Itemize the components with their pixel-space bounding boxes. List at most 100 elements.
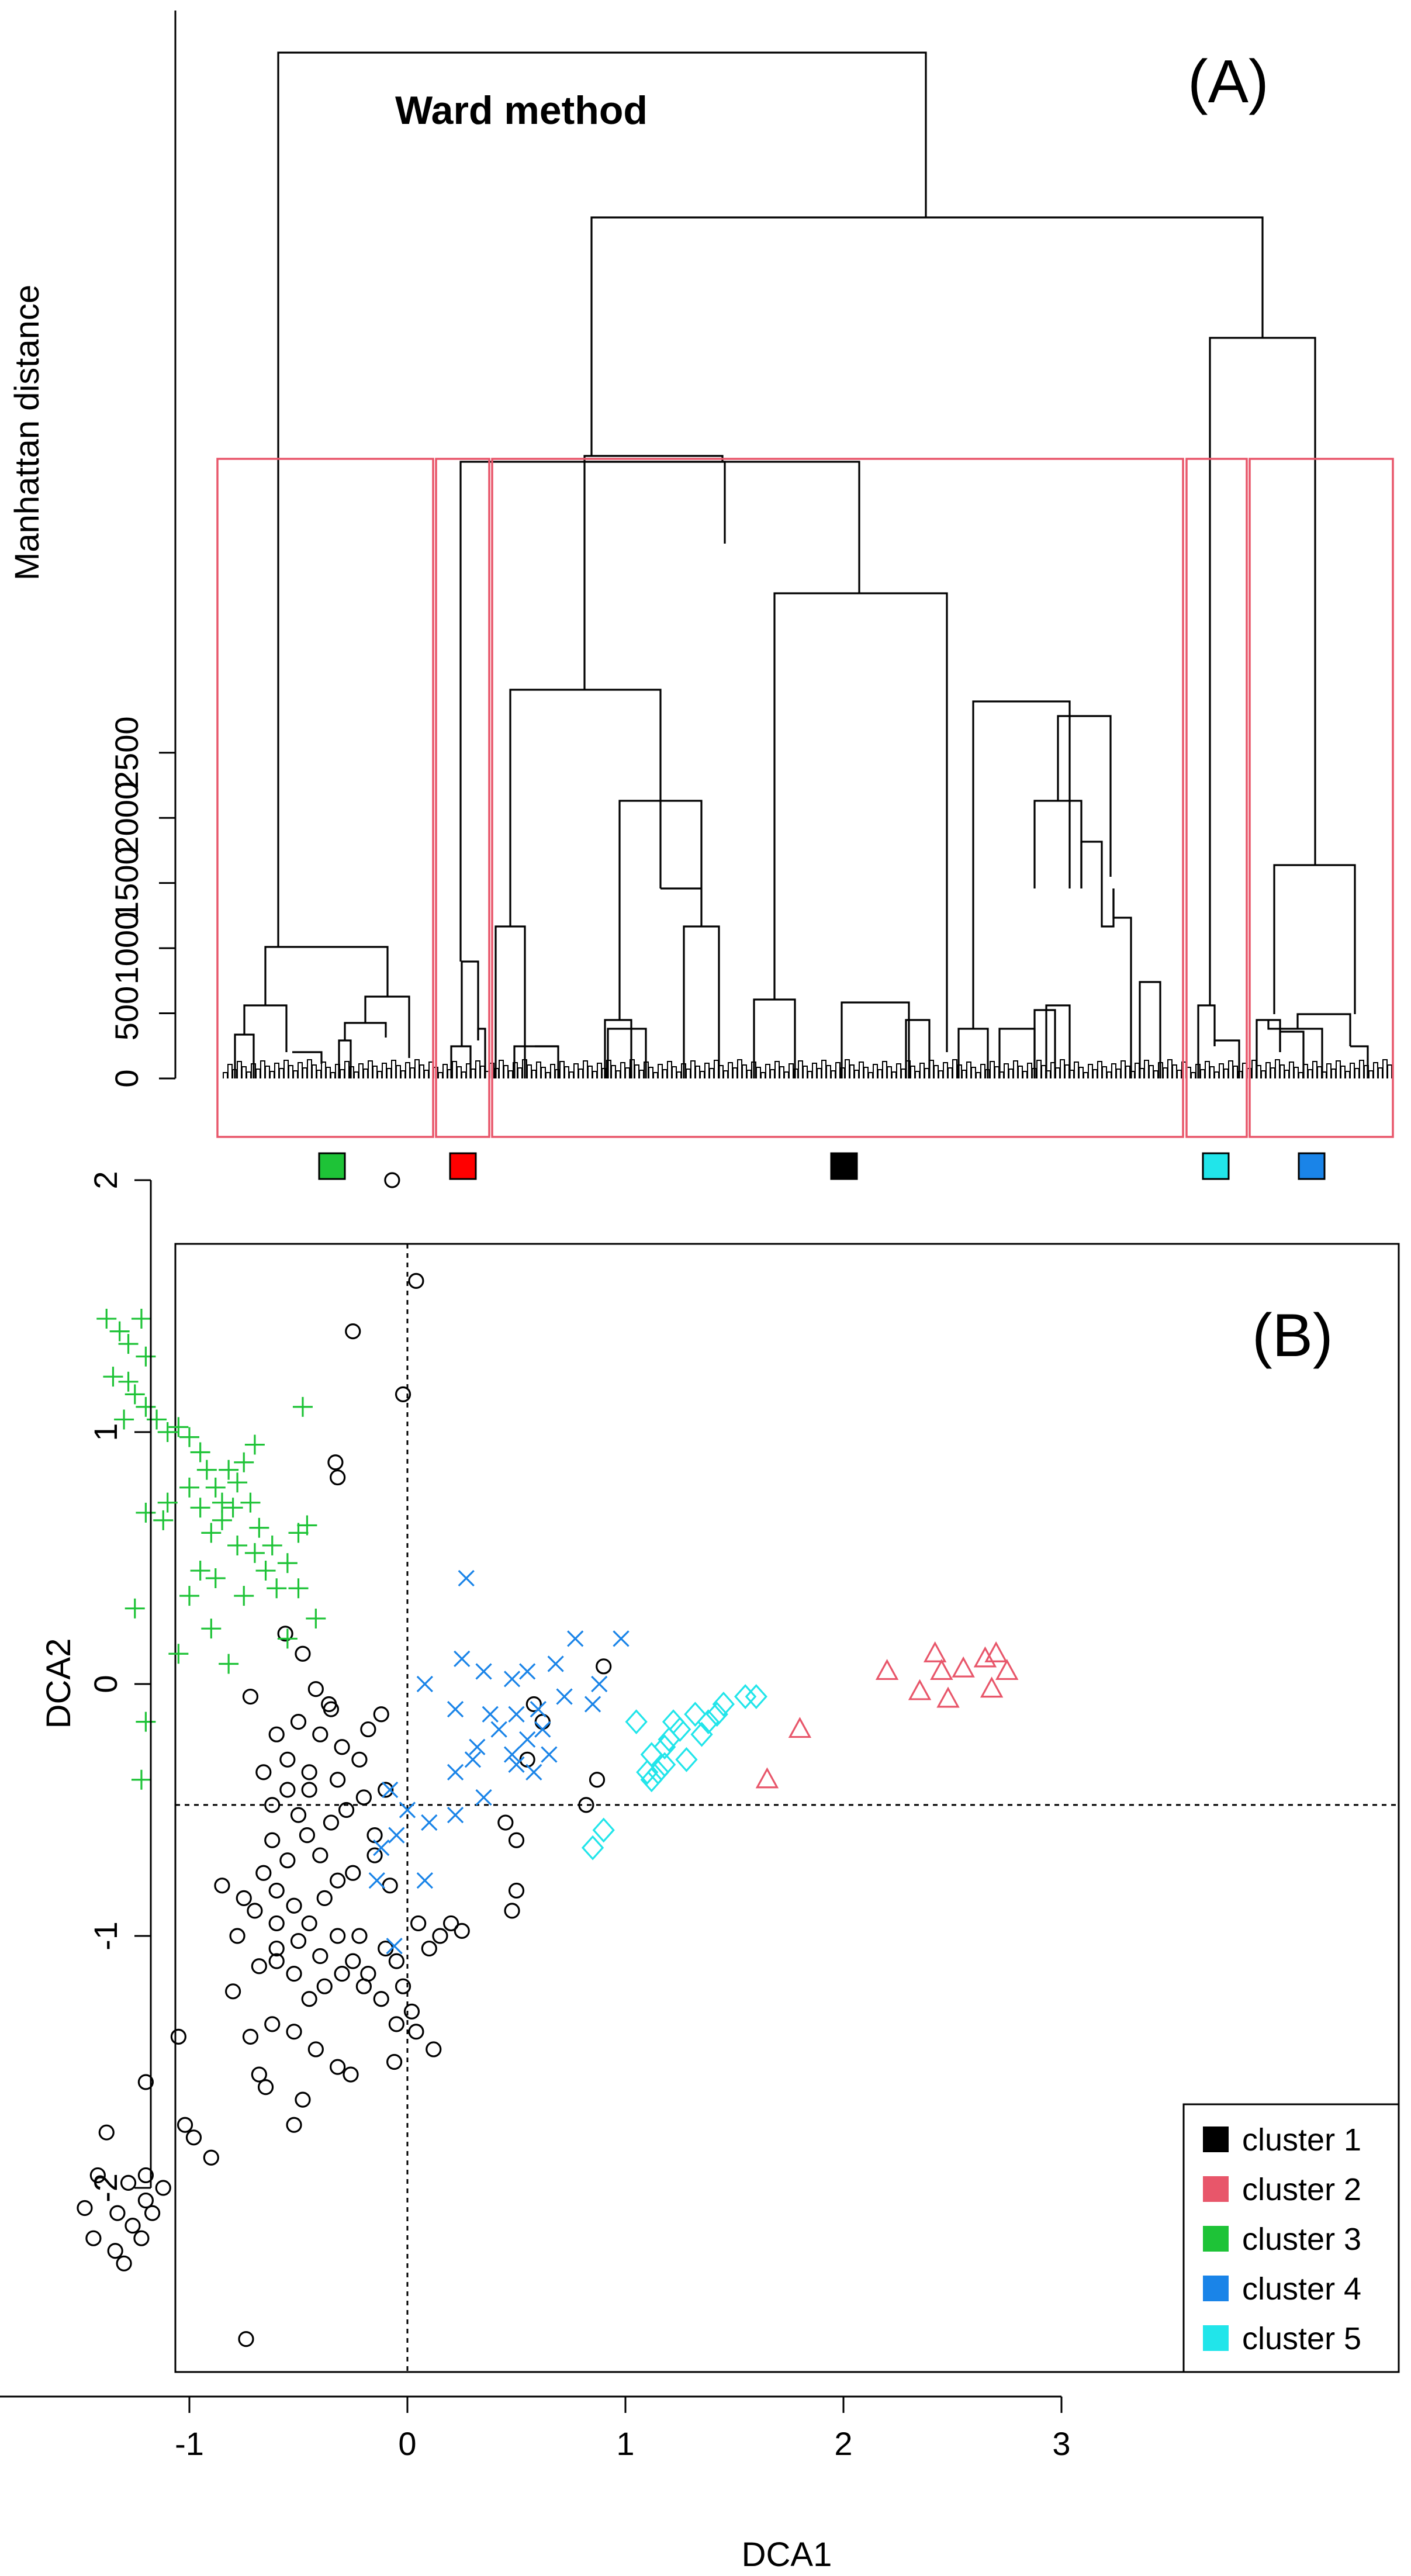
data-point [196,1460,217,1480]
leaf-link [732,1067,738,1078]
cluster-box-5 [1185,458,1248,1138]
plot-frame [174,1243,1400,2373]
leaf-link [1223,1069,1229,1078]
data-point [155,2180,171,2196]
leaf-link [728,1062,733,1078]
data-point [482,1706,499,1723]
leaf-link [410,1067,415,1078]
data-point [712,1692,735,1717]
leaf-link [887,1066,892,1078]
data-point [136,1502,156,1523]
data-point [386,1938,403,1955]
leaf-link [508,1070,513,1078]
leaf-link [1172,1064,1177,1078]
data-point [995,1659,1019,1681]
leaf-link [1354,1068,1360,1078]
data-point [109,2205,126,2221]
data-point [454,1650,471,1668]
leaf-link [326,1067,331,1078]
leaf-link [952,1059,957,1078]
data-point [234,1452,254,1472]
leaf-link [386,1068,392,1078]
data-point [475,1789,492,1806]
merge-link [344,1022,387,1040]
data-point [264,1832,281,1848]
leaf-link [283,1060,289,1078]
data-point [755,1767,779,1789]
data-point [351,1928,368,1944]
data-point [255,1865,272,1881]
data-point [268,1915,285,1932]
data-point [107,2243,123,2259]
data-point [268,1953,285,1969]
leaf-link [919,1063,925,1078]
data-point [124,1384,145,1405]
leaf-link [1120,1060,1126,1078]
data-point [584,1696,601,1713]
cluster-box-3 [216,458,434,1138]
leaf-link [1298,1072,1303,1078]
data-point [179,1586,199,1606]
data-point [219,1654,239,1674]
data-point [973,1646,997,1668]
leaf-link [246,1071,251,1078]
data-point [179,1427,199,1447]
y-axis-title: DCA2 [40,1638,78,1729]
leaf-link [583,1060,588,1078]
leaf-link [947,1067,953,1078]
leaf-link [910,1066,915,1078]
leaf-link [1177,1070,1182,1078]
data-point [351,1751,368,1768]
leaf-link [1027,1063,1032,1078]
leaf-link [1331,1069,1336,1078]
data-point [114,1409,134,1430]
data-point [368,1872,385,1889]
data-point [242,2028,259,2045]
data-point [316,1890,333,1906]
data-point [373,1706,389,1723]
data-point [219,1460,239,1480]
data-point [388,1827,405,1844]
data-point [345,1953,361,1969]
leaf-link [1135,1063,1140,1078]
merge-link [1033,1009,1056,1078]
leaf-link [686,1069,691,1078]
leaf-link [363,1069,368,1078]
legend-label: cluster 5 [1242,2321,1361,2356]
leaf-link [1382,1059,1388,1078]
data-point [395,1386,411,1402]
data-point [408,2024,424,2040]
leaf-link [1289,1061,1294,1078]
leaf-link [971,1067,976,1078]
leaf-link [1055,1067,1060,1078]
leaf-link [396,1065,401,1078]
data-point [286,1966,302,1982]
leaf-link [269,1071,275,1078]
leaf-link [1036,1060,1042,1078]
y-tick-label: 0 [87,1675,124,1693]
data-point [277,1553,298,1574]
data-point [307,2041,324,2058]
data-point [147,1409,167,1430]
legend-swatch [1203,2127,1229,2152]
data-point [286,2117,302,2133]
data-point [234,1586,254,1606]
merge-link [1279,1031,1305,1078]
leaf-link [1270,1067,1275,1078]
leaf-link [620,1062,625,1078]
leaf-link [330,1072,336,1078]
merge-link [1045,1004,1071,1078]
leaf-link [966,1061,971,1078]
data-point [170,2028,186,2045]
data-point [279,1852,296,1869]
leaf-link [1191,1072,1196,1078]
data-point [923,1641,947,1662]
data-point [247,1903,263,1919]
leaf-link [700,1071,705,1078]
data-point [301,1764,317,1780]
leaf-link [938,1070,943,1078]
merge-link [1101,888,1115,928]
merge-link [1197,1004,1216,1078]
series-cluster-1 [77,1172,612,2347]
